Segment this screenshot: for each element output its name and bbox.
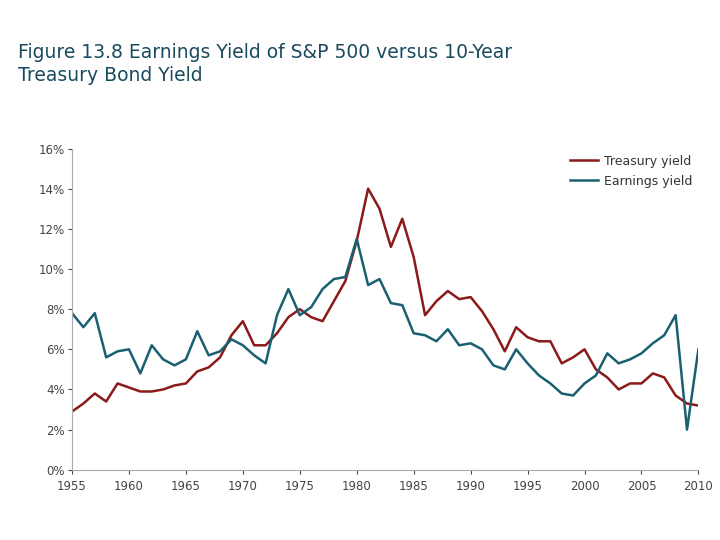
Treasury yield <box>364 185 372 192</box>
Earnings yield <box>295 312 304 319</box>
Text: 13-29: 13-29 <box>659 519 698 532</box>
Treasury yield <box>79 400 88 407</box>
Line: Earnings yield: Earnings yield <box>72 239 698 430</box>
Earnings yield <box>489 362 498 369</box>
Treasury yield <box>68 408 76 415</box>
Earnings yield <box>79 324 88 330</box>
Treasury yield <box>432 298 441 305</box>
Earnings yield <box>467 340 475 347</box>
Earnings yield <box>683 427 691 433</box>
Earnings yield <box>694 346 703 353</box>
Treasury yield <box>694 402 703 409</box>
Treasury yield <box>489 326 498 333</box>
Treasury yield <box>295 306 304 312</box>
Text: Figure 13.8 Earnings Yield of S&P 500 versus 10-Year
Treasury Bond Yield: Figure 13.8 Earnings Yield of S&P 500 ve… <box>18 43 512 85</box>
Earnings yield <box>352 235 361 242</box>
Line: Treasury yield: Treasury yield <box>72 188 698 411</box>
Earnings yield <box>68 310 76 316</box>
Treasury yield <box>467 294 475 300</box>
Treasury yield <box>557 360 566 367</box>
Legend: Treasury yield, Earnings yield: Treasury yield, Earnings yield <box>570 155 692 188</box>
Earnings yield <box>557 390 566 397</box>
Earnings yield <box>432 338 441 345</box>
